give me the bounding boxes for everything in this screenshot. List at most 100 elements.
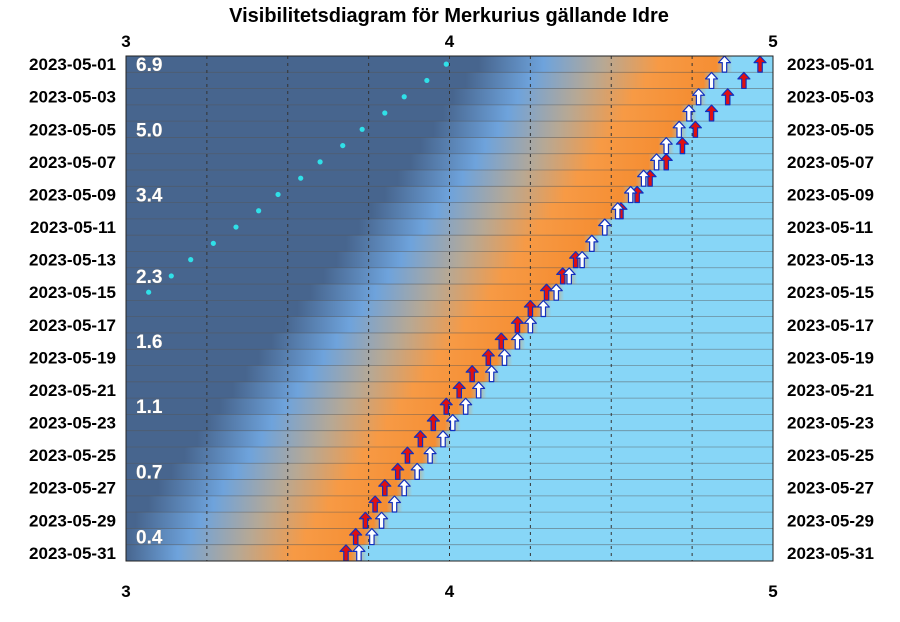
- arrow-shape: [611, 202, 625, 220]
- planet-dot: [146, 289, 152, 295]
- date-label-right: 2023-05-01: [787, 55, 874, 74]
- white-arrow-marker: [624, 185, 638, 204]
- sky-row: [126, 528, 773, 546]
- arrow-shape: [682, 104, 696, 122]
- white-arrow-marker: [497, 348, 512, 366]
- arrow-shape: [400, 446, 415, 464]
- white-arrow-marker: [598, 218, 612, 236]
- arrow-shape: [423, 446, 437, 464]
- red-arrow-marker: [391, 462, 405, 481]
- arrow-shape: [675, 136, 690, 155]
- arrow-shape: [410, 462, 424, 481]
- white-arrow-marker: [659, 136, 673, 155]
- date-label-right: 2023-05-23: [787, 414, 874, 433]
- white-arrow-marker: [410, 462, 424, 481]
- planet-dot: [359, 126, 365, 132]
- arrow-shape: [439, 397, 453, 415]
- arrow-shape: [688, 120, 702, 138]
- planet-dot: [382, 110, 388, 116]
- arrow-shape: [562, 267, 576, 285]
- date-label-right: 2023-05-27: [787, 479, 874, 498]
- planet-dot: [233, 224, 239, 230]
- magnitude-labels: 6.9 5.0 3.4 2.3 1.6 1.1 0.7 0.4: [136, 55, 163, 549]
- white-arrow-marker: [472, 381, 486, 399]
- arrow-shape: [446, 413, 460, 432]
- magnitude-label: 5.0: [136, 120, 162, 141]
- date-label-right: 2023-05-19: [787, 348, 874, 367]
- red-arrow-marker: [368, 495, 382, 513]
- plot-frame: [125, 55, 774, 562]
- red-arrow-marker: [704, 104, 719, 122]
- date-label-left: 2023-05-05: [29, 120, 116, 139]
- date-label-right: 2023-05-25: [787, 446, 874, 465]
- white-arrow-marker: [459, 397, 473, 415]
- arrow-shape: [575, 251, 589, 269]
- sky-row: [126, 479, 773, 497]
- white-arrow-marker: [387, 495, 402, 513]
- white-arrow-marker: [672, 120, 686, 138]
- arrow-shape: [536, 299, 550, 318]
- red-arrow-marker: [413, 430, 427, 448]
- magnitude-label: 2.3: [136, 267, 162, 288]
- x-tick-label-bottom: 4: [445, 582, 455, 601]
- date-label-right: 2023-05-05: [787, 120, 874, 139]
- date-label-right: 2023-05-13: [787, 251, 874, 270]
- date-label-left: 2023-05-31: [29, 544, 116, 563]
- date-label-right: 2023-05-15: [787, 283, 874, 302]
- magnitude-label: 6.9: [136, 55, 162, 76]
- date-label-left: 2023-05-17: [29, 316, 116, 335]
- planet-dot: [210, 240, 216, 246]
- arrow-shape: [691, 88, 706, 106]
- sky-row: [126, 284, 773, 301]
- arrow-shape: [704, 104, 719, 122]
- arrow-shape: [510, 332, 525, 350]
- date-labels: 2023-05-01 2023-05-01 2023-05-03 2023-05-03…: [29, 55, 874, 563]
- red-arrow-marker: [426, 413, 440, 432]
- arrow-shape: [549, 283, 563, 301]
- date-label-left: 2023-05-07: [29, 153, 116, 172]
- magnitude-label: 1.1: [136, 397, 163, 418]
- date-label-left: 2023-05-21: [29, 381, 116, 400]
- white-arrow-marker: [436, 430, 450, 448]
- date-label-right: 2023-05-03: [787, 88, 874, 107]
- planet-dot: [340, 142, 346, 149]
- arrow-shape: [368, 495, 382, 513]
- arrow-shape: [387, 495, 402, 513]
- white-arrow-marker: [484, 365, 499, 383]
- arrow-shape: [497, 348, 512, 366]
- arrow-shape: [358, 511, 372, 529]
- date-label-left: 2023-05-23: [29, 414, 116, 433]
- arrow-shape: [374, 511, 389, 529]
- arrow-shape: [413, 430, 427, 448]
- arrow-shape: [598, 218, 612, 236]
- arrow-shape: [465, 365, 479, 383]
- planet-dot: [401, 94, 407, 100]
- arrow-shape: [721, 88, 735, 106]
- date-label-left: 2023-05-25: [29, 446, 116, 465]
- sky-row: [126, 332, 773, 350]
- magnitude-label: 0.7: [136, 462, 162, 483]
- magnitude-label: 3.4: [136, 185, 163, 206]
- chart-title: Visibilitetsdiagram för Merkurius gällan…: [229, 5, 669, 27]
- date-label-right: 2023-05-07: [787, 153, 874, 172]
- arrow-shape: [737, 71, 751, 90]
- white-arrow-marker: [365, 527, 379, 546]
- date-label-right: 2023-05-29: [787, 511, 874, 530]
- white-arrow-marker: [446, 413, 460, 432]
- arrow-shape: [349, 527, 363, 546]
- arrow-shape: [426, 413, 440, 432]
- white-arrow-marker: [636, 169, 651, 187]
- red-arrow-marker: [753, 56, 767, 73]
- white-arrow-marker: [549, 283, 563, 301]
- white-arrow-marker: [691, 88, 706, 106]
- date-label-right: 2023-05-31: [787, 544, 874, 563]
- white-arrow-marker: [611, 202, 625, 220]
- date-label-right: 2023-05-21: [787, 381, 874, 400]
- magnitude-label: 1.6: [136, 332, 162, 353]
- arrow-shape: [378, 479, 392, 497]
- arrow-shape: [704, 71, 719, 90]
- x-axis-ticks: 3 3 4 4 5 5: [121, 32, 777, 601]
- planet-dot: [275, 191, 281, 198]
- planet-dot: [256, 208, 262, 214]
